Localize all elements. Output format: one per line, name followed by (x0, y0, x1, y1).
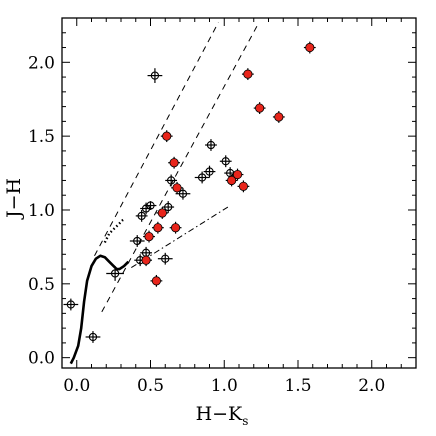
red-data-point (170, 223, 181, 233)
x-tick-label: 1.0 (211, 376, 238, 396)
x-tick-label: 1.5 (284, 376, 311, 396)
y-tick-label: 0.0 (28, 349, 55, 369)
reddening-vector-right (101, 23, 259, 313)
x-axis-title-subscript: s (242, 414, 248, 428)
red-data-point (238, 181, 249, 191)
red-data-point (274, 112, 284, 122)
black-data-point (206, 140, 216, 150)
red-data-point (169, 158, 179, 168)
black-data-point (166, 176, 176, 185)
axis-ticks (61, 18, 417, 368)
black-data-point (205, 167, 214, 176)
x-axis-title-main: H−K (196, 403, 243, 425)
x-tick-label: 0.0 (63, 376, 90, 396)
black-data-point (141, 204, 151, 213)
y-tick-label: 1.0 (28, 201, 55, 221)
plot-frame (61, 17, 417, 369)
black-data-point (164, 202, 173, 212)
red-data-point (144, 231, 154, 242)
black-data-point (88, 332, 98, 342)
x-tick-label: 2.0 (358, 376, 385, 396)
red-data-point (162, 131, 172, 141)
red-data-point (141, 255, 151, 265)
x-axis-title: H−Ks (196, 403, 249, 428)
black-data-point (197, 173, 207, 182)
data-points (63, 41, 316, 343)
black-data-point (221, 157, 230, 166)
red-data-point (243, 69, 253, 79)
red-data-point (157, 208, 167, 218)
red-data-point (305, 42, 315, 53)
red-data-point (255, 103, 265, 113)
black-data-point (110, 269, 120, 278)
y-tick-label: 0.5 (28, 275, 55, 295)
black-data-point (150, 71, 160, 80)
red-data-point (151, 276, 161, 286)
tick-labels: 0.0 0.5 1.0 1.5 2.0 0.0 0.5 1.0 1.5 2.0 (28, 53, 385, 396)
black-data-point (137, 211, 146, 221)
black-data-point (133, 236, 142, 246)
red-data-point (232, 169, 243, 180)
black-data-point (178, 189, 188, 198)
reddening-vector-left (94, 22, 219, 257)
y-axis-title: J−H (3, 178, 25, 220)
y-tick-label: 1.5 (28, 127, 55, 147)
giant-branch-curve (103, 217, 126, 244)
y-tick-label: 2.0 (28, 53, 55, 73)
model-curves (69, 22, 259, 365)
dwarf-locus-curve (69, 254, 130, 365)
black-data-point (146, 201, 155, 210)
black-data-point (66, 300, 75, 309)
red-data-point (153, 223, 163, 233)
red-data-point (172, 183, 182, 193)
black-data-point (161, 254, 170, 263)
red-data-point (227, 175, 237, 186)
x-tick-label: 0.5 (137, 376, 164, 396)
